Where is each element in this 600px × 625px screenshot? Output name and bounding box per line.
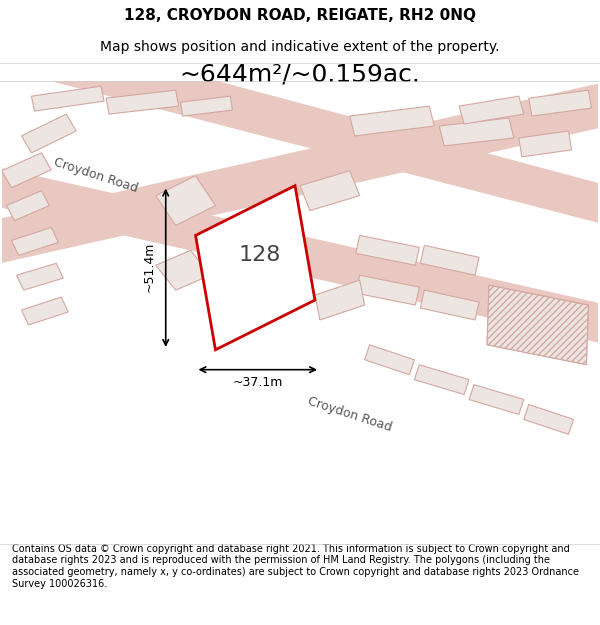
Polygon shape — [22, 114, 76, 153]
Polygon shape — [519, 131, 572, 157]
Text: Map shows position and indicative extent of the property.: Map shows position and indicative extent… — [100, 40, 500, 54]
Polygon shape — [181, 96, 232, 116]
Polygon shape — [0, 166, 600, 345]
Polygon shape — [524, 404, 574, 434]
Polygon shape — [459, 96, 524, 124]
Polygon shape — [196, 186, 315, 350]
Polygon shape — [356, 275, 419, 305]
Polygon shape — [106, 90, 179, 114]
Polygon shape — [0, 81, 600, 265]
Text: Croydon Road: Croydon Road — [306, 395, 394, 434]
Polygon shape — [156, 176, 215, 226]
Text: 128: 128 — [239, 245, 281, 265]
Polygon shape — [11, 228, 58, 255]
Polygon shape — [439, 118, 514, 146]
Polygon shape — [529, 90, 592, 116]
Polygon shape — [2, 153, 52, 188]
Polygon shape — [421, 246, 479, 275]
Polygon shape — [52, 36, 600, 226]
Polygon shape — [421, 290, 479, 320]
Polygon shape — [300, 171, 359, 211]
Polygon shape — [22, 297, 68, 325]
Polygon shape — [7, 191, 49, 221]
Text: 128, CROYDON ROAD, REIGATE, RH2 0NQ: 128, CROYDON ROAD, REIGATE, RH2 0NQ — [124, 8, 476, 23]
Text: ~37.1m: ~37.1m — [233, 376, 283, 389]
Polygon shape — [17, 263, 63, 290]
Polygon shape — [469, 384, 524, 414]
Polygon shape — [31, 86, 104, 111]
Polygon shape — [156, 251, 211, 290]
Text: Croydon Road: Croydon Road — [52, 156, 140, 196]
Text: ~644m²/~0.159ac.: ~644m²/~0.159ac. — [179, 63, 421, 87]
Polygon shape — [365, 345, 415, 374]
Polygon shape — [415, 365, 469, 394]
Polygon shape — [315, 280, 365, 320]
Polygon shape — [487, 285, 589, 365]
Polygon shape — [350, 106, 434, 136]
Polygon shape — [356, 236, 419, 265]
Text: ~51.4m: ~51.4m — [142, 242, 155, 292]
Text: Contains OS data © Crown copyright and database right 2021. This information is : Contains OS data © Crown copyright and d… — [12, 544, 579, 589]
